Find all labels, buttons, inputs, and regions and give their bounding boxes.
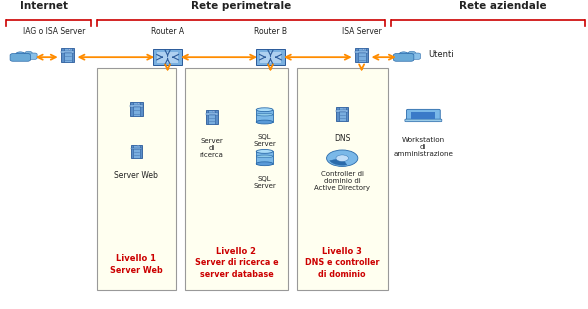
Bar xyxy=(297,68,388,290)
FancyBboxPatch shape xyxy=(339,107,346,121)
Text: Livello 3: Livello 3 xyxy=(322,247,362,256)
FancyBboxPatch shape xyxy=(405,119,442,122)
FancyBboxPatch shape xyxy=(130,102,143,116)
Text: Rete perimetrale: Rete perimetrale xyxy=(191,1,291,11)
FancyBboxPatch shape xyxy=(358,48,366,62)
FancyBboxPatch shape xyxy=(355,51,368,53)
Text: Internet: Internet xyxy=(20,1,68,11)
Bar xyxy=(153,49,182,65)
Bar xyxy=(412,112,435,119)
Text: di dominio: di dominio xyxy=(319,270,366,279)
FancyBboxPatch shape xyxy=(21,53,37,59)
Bar xyxy=(256,151,273,164)
Text: Server
di
ricerca: Server di ricerca xyxy=(200,138,223,158)
FancyBboxPatch shape xyxy=(61,48,74,62)
Text: Server Web: Server Web xyxy=(110,266,163,275)
Circle shape xyxy=(336,155,349,162)
Circle shape xyxy=(138,103,139,104)
Text: Utenti: Utenti xyxy=(428,49,454,59)
FancyBboxPatch shape xyxy=(131,145,142,158)
FancyBboxPatch shape xyxy=(393,53,414,61)
Text: server database: server database xyxy=(199,270,273,279)
FancyBboxPatch shape xyxy=(405,53,420,59)
Circle shape xyxy=(408,51,416,55)
FancyBboxPatch shape xyxy=(336,110,348,112)
FancyBboxPatch shape xyxy=(206,113,218,115)
Bar xyxy=(185,68,288,290)
Circle shape xyxy=(25,51,32,55)
FancyBboxPatch shape xyxy=(64,48,72,62)
Text: Workstation
di
amministrazione: Workstation di amministrazione xyxy=(393,137,453,157)
Circle shape xyxy=(212,111,215,112)
Bar xyxy=(256,110,273,122)
Ellipse shape xyxy=(256,113,273,116)
Text: Livello 2: Livello 2 xyxy=(216,247,256,256)
Text: DNS e controller: DNS e controller xyxy=(305,258,379,267)
FancyBboxPatch shape xyxy=(130,105,143,107)
Text: Server Web: Server Web xyxy=(115,171,158,180)
Text: Server di ricerca e: Server di ricerca e xyxy=(195,258,278,267)
Text: Controller di
dominio di
Active Directory: Controller di dominio di Active Director… xyxy=(314,171,370,191)
FancyBboxPatch shape xyxy=(336,107,348,121)
Text: DNS: DNS xyxy=(334,134,350,143)
FancyBboxPatch shape xyxy=(355,48,368,62)
Text: Router A: Router A xyxy=(151,27,184,36)
Circle shape xyxy=(326,150,358,167)
FancyBboxPatch shape xyxy=(132,102,141,116)
Bar xyxy=(260,52,280,62)
Circle shape xyxy=(16,52,25,57)
Circle shape xyxy=(363,49,365,50)
FancyBboxPatch shape xyxy=(61,51,74,53)
Ellipse shape xyxy=(256,162,273,166)
Circle shape xyxy=(399,52,408,57)
Circle shape xyxy=(343,108,345,109)
FancyBboxPatch shape xyxy=(208,110,215,124)
Ellipse shape xyxy=(256,120,273,124)
Text: IAG o ISA Server: IAG o ISA Server xyxy=(23,27,85,36)
Circle shape xyxy=(69,49,71,50)
Text: Rete aziendale: Rete aziendale xyxy=(459,1,547,11)
Bar xyxy=(97,68,176,290)
Wedge shape xyxy=(330,158,347,165)
Bar xyxy=(157,52,178,62)
Bar xyxy=(256,49,285,65)
FancyBboxPatch shape xyxy=(10,53,31,61)
Ellipse shape xyxy=(256,108,273,112)
Ellipse shape xyxy=(256,150,273,153)
Text: SQL
Server: SQL Server xyxy=(253,176,276,188)
FancyBboxPatch shape xyxy=(131,148,142,149)
FancyBboxPatch shape xyxy=(133,145,140,158)
FancyBboxPatch shape xyxy=(406,109,440,121)
Text: Router B: Router B xyxy=(254,27,287,36)
Text: Livello 1: Livello 1 xyxy=(116,254,156,263)
Text: SQL
Server: SQL Server xyxy=(253,134,276,147)
Text: ISA Server: ISA Server xyxy=(342,27,382,36)
Ellipse shape xyxy=(256,155,273,158)
FancyBboxPatch shape xyxy=(206,110,218,124)
